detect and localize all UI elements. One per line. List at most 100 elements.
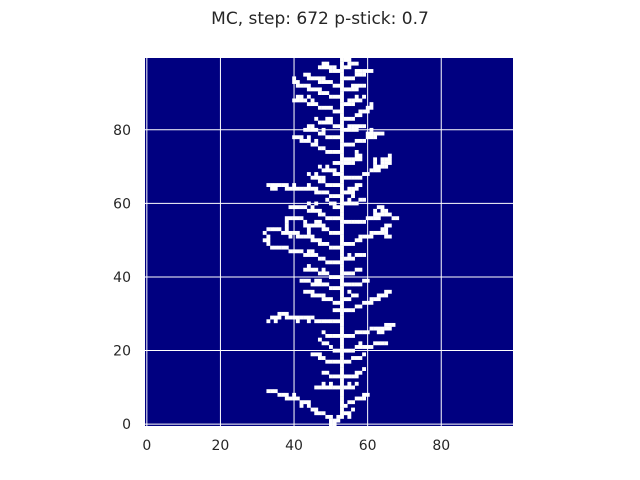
cluster-cell (340, 356, 344, 360)
cluster-cell (310, 175, 315, 180)
cluster-cell (295, 83, 300, 88)
cluster-cell (373, 216, 378, 221)
cluster-cell (332, 245, 337, 250)
cluster-cell (321, 271, 326, 276)
cluster-cell (354, 186, 359, 191)
cluster-cell (317, 256, 322, 261)
cluster-cell (351, 142, 355, 147)
y-tick-label: 20 (113, 344, 131, 360)
cluster-cell (266, 227, 271, 232)
cluster-cell (358, 267, 363, 272)
cluster-cell (329, 65, 333, 70)
cluster-cell (354, 183, 359, 187)
cluster-cell (340, 389, 344, 394)
cluster-cell (332, 83, 337, 88)
cluster-cell (351, 161, 355, 165)
cluster-cell (387, 157, 392, 162)
cluster-cell (376, 216, 381, 221)
cluster-cell (284, 227, 289, 232)
cluster-cell (321, 330, 326, 335)
cluster-cell (373, 131, 378, 136)
cluster-cell (295, 249, 300, 254)
cluster-cell (314, 219, 319, 224)
cluster-cell (321, 297, 326, 302)
cluster-cell (343, 116, 348, 121)
cluster-cell (329, 334, 333, 338)
cluster-cell (329, 116, 333, 121)
cluster-cell (351, 293, 355, 298)
cluster-cell (351, 190, 355, 195)
cluster-cell (391, 322, 396, 327)
cluster-cell (354, 304, 359, 309)
cluster-cell (317, 337, 322, 342)
cluster-cell (325, 216, 330, 221)
cluster-cell (325, 414, 330, 419)
cluster-cell (351, 334, 355, 338)
cluster-cell (347, 271, 352, 276)
cluster-cell (329, 414, 333, 419)
cluster-cell (321, 356, 326, 360)
y-axis: 0 20 40 60 80 (113, 123, 131, 433)
cluster-cell (336, 359, 341, 364)
cluster-cell (373, 341, 378, 346)
cluster-cell (384, 322, 389, 327)
cluster-cell (329, 345, 333, 349)
cluster-cell (325, 80, 330, 84)
cluster-cell (336, 83, 341, 88)
cluster-cell (329, 69, 333, 73)
cluster-cell (373, 208, 378, 213)
cluster-cell (303, 223, 308, 228)
cluster-cell (306, 223, 311, 228)
cluster-cell (340, 385, 344, 390)
cluster-cell (329, 230, 333, 235)
cluster-cell (336, 172, 341, 176)
cluster-cell (336, 94, 341, 99)
cluster-cell (281, 311, 286, 316)
cluster-cell (325, 297, 330, 302)
cluster-cell (325, 242, 330, 246)
cluster-cell (354, 396, 359, 401)
cluster-cell (351, 219, 355, 224)
cluster-cell (303, 83, 308, 88)
cluster-cell (340, 80, 344, 84)
cluster-cell (340, 190, 344, 195)
cluster-cell (284, 219, 289, 224)
cluster-cell (340, 334, 344, 338)
cluster-cell (347, 87, 352, 92)
cluster-cell (354, 138, 359, 143)
cluster-cell (306, 267, 311, 272)
cluster-cell (354, 98, 359, 103)
cluster-cell (321, 131, 326, 136)
cluster-cell (347, 175, 352, 180)
cluster-cell (340, 260, 344, 265)
cluster-cell (295, 319, 300, 324)
y-tick-label: 80 (113, 123, 131, 139)
cluster-cell (336, 334, 341, 338)
cluster-cell (317, 208, 322, 213)
cluster-cell (343, 256, 348, 261)
cluster-cell (329, 418, 333, 423)
cluster-cell (336, 300, 341, 305)
cluster-cell (340, 242, 344, 246)
cluster-cell (373, 168, 378, 173)
cluster-cell (321, 293, 326, 298)
cluster-cell (273, 319, 278, 324)
cluster-cell (317, 411, 322, 416)
cluster-cell (358, 234, 363, 239)
cluster-cell (314, 175, 319, 180)
cluster-cell (358, 98, 363, 103)
cluster-cell (369, 300, 374, 305)
cluster-cell (340, 124, 344, 129)
cluster-cell (317, 91, 322, 95)
cluster-cell (332, 374, 337, 379)
cluster-cell (310, 76, 315, 81)
cluster-cell (303, 253, 308, 257)
cluster-cell (369, 234, 374, 239)
cluster-cell (340, 407, 344, 412)
cluster-cell (306, 186, 311, 191)
y-tick-label: 60 (113, 196, 131, 212)
cluster-cell (329, 216, 333, 221)
cluster-cell (340, 249, 344, 254)
cluster-cell (340, 370, 344, 375)
cluster-cell (314, 282, 319, 287)
